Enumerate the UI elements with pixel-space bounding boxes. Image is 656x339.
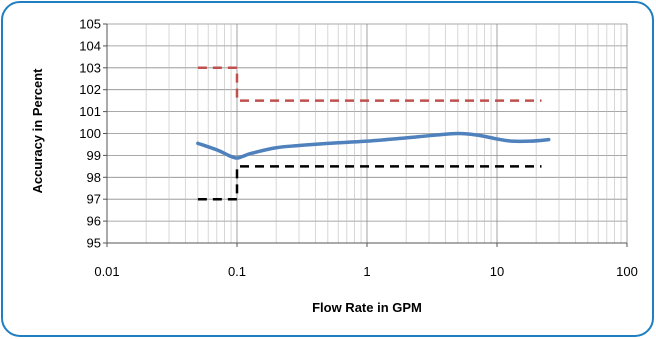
series-group [196,66,551,201]
y-tick-label: 99 [87,148,101,163]
series-line-1 [197,66,542,102]
x-axis-title: Flow Rate in GPM [312,300,422,315]
y-tick-label: 104 [79,38,101,53]
y-tick-label: 102 [79,82,101,97]
x-tick-label: 0.1 [228,264,246,279]
y-tick-label: 96 [87,214,101,229]
x-tick-label: 100 [616,264,638,279]
series-line-2 [197,165,542,201]
y-tick-label: 98 [87,170,101,185]
tick-labels: 95 96 97 98 99 100 101 102 103 104 105 0.01 0.1 1 10 10… [79,17,638,280]
series-line-0 [196,131,551,160]
y-tick-label: 105 [79,17,101,32]
grid [106,23,628,244]
y-tick-label: 101 [79,104,101,119]
y-tick-label: 103 [79,60,101,75]
x-tick-label: 10 [490,264,504,279]
axes [103,23,628,247]
x-tick-label: 0.01 [94,264,119,279]
y-axis-title: Accuracy in Percent [30,68,45,194]
y-tick-label: 95 [87,236,101,251]
y-tick-label: 100 [79,126,101,141]
y-tick-label: 97 [87,192,101,207]
x-tick-label: 1 [363,264,370,279]
